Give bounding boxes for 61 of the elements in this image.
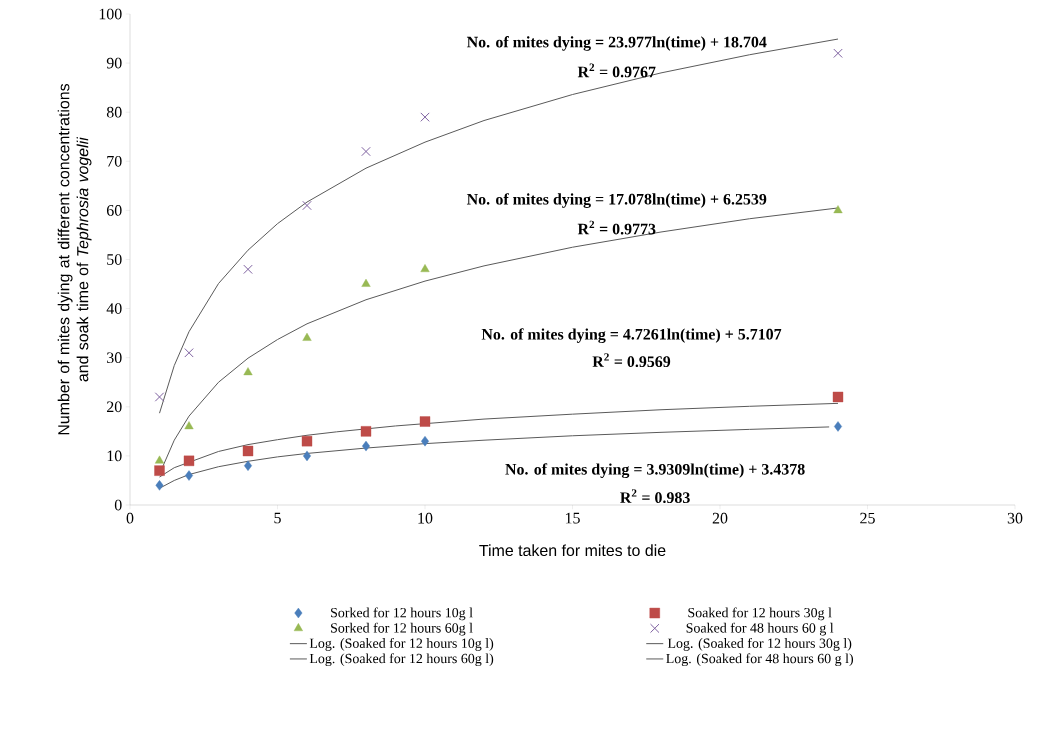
x-tick-label: 30 [1007,512,1023,524]
point [361,278,371,287]
y-tick-label: 50 [107,254,122,265]
point [184,421,194,430]
x-tick-label: 20 [712,512,728,524]
annotation: No. of mites dying = 4.7261ln(time) + 5.7107 [481,328,782,343]
y-tick-label: 80 [106,106,122,118]
point [183,455,195,467]
point [185,470,193,481]
annotation: R$^{2}$ = 0.9569 [592,353,671,368]
point [154,455,165,464]
legend-label: Sorked for 12 hours 60g l [331,622,473,636]
legend-label: Log. (Soaked for 12 hours 30g l) [667,637,852,651]
y-tick-label: 40 [106,303,122,314]
x-tick-label: 5 [274,512,281,524]
x-tick-label: 15 [565,512,580,524]
y-tick-label: 20 [106,401,122,413]
point [420,264,430,273]
legend-label: Log. (Soaked for 12 hours 10g l) [309,637,494,651]
legend-label: Log. (Soaked for 12 hours 60g l) [309,653,494,667]
y-tick-label: 90 [106,57,122,69]
line-series [159,38,839,414]
point [243,367,253,376]
point [833,205,843,214]
legend-label: Soaked for 12 hours 30g l [688,607,832,621]
x-tick-label: 25 [860,512,875,524]
point [361,146,371,157]
y-tick-label: 10 [107,450,122,462]
point [155,480,164,491]
legend-label: Sorked for 12 hours 10g l [331,607,473,621]
point [833,48,843,59]
point [832,391,844,403]
point [154,392,165,402]
point [244,460,252,471]
point [242,445,254,457]
annotation: No. of mites dying = 17.078ln(time) + 6.2539 [466,193,767,208]
point [243,264,253,275]
point [420,112,430,122]
y-tick-label: 30 [107,352,122,364]
annotation: R$^{2}$ = 0.9773 [577,220,656,235]
legend-label: Soaked for 48 hours 60 g l [686,622,834,636]
point [184,348,194,358]
x-tick-label: 10 [418,512,433,524]
point [154,465,165,476]
x-tick-label: 0 [126,512,134,524]
point [302,332,312,341]
point [302,200,312,211]
annotation: R$^{2}$ = 0.983 [620,489,690,504]
y-tick-label: 100 [99,8,122,20]
annotation: R$^{2}$ = 0.9767 [577,63,656,78]
point [419,416,431,427]
point [360,426,372,437]
y-tick-label: 70 [107,155,122,167]
point [301,435,313,447]
y-tick-label: 0 [114,499,122,511]
x-axis-title: Time taken for mites to die [479,544,666,557]
annotation: No. of mites dying = 23.977ln(time) + 18.704 [466,36,767,51]
point [834,421,842,432]
y-tick-label: 60 [106,205,122,216]
legend-label: Log. (Soaked for 48 hours 60 g l) [666,653,854,667]
annotation: No. of mites dying = 3.9309ln(time) + 3.4378 [505,463,805,478]
